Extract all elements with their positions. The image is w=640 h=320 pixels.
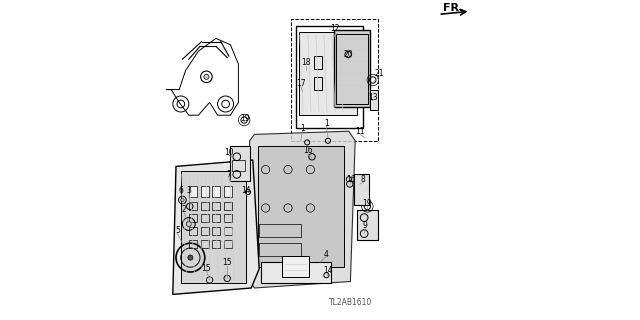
Bar [225, 227, 232, 235]
Bar [181, 171, 246, 283]
Circle shape [186, 221, 191, 227]
Text: 16: 16 [346, 175, 356, 184]
Text: 17: 17 [296, 79, 306, 88]
Bar [189, 227, 197, 235]
Text: 3: 3 [186, 186, 191, 195]
Bar [201, 202, 209, 210]
Bar [296, 26, 364, 128]
Bar [357, 210, 378, 240]
Bar [212, 202, 220, 210]
Bar [314, 77, 322, 90]
Text: 5: 5 [175, 226, 180, 235]
Text: 7: 7 [227, 170, 231, 179]
Text: 13: 13 [368, 93, 378, 102]
Text: 19: 19 [240, 114, 250, 123]
Bar [261, 262, 332, 283]
Text: 6: 6 [179, 186, 183, 195]
Bar [225, 240, 232, 248]
Text: 19: 19 [362, 199, 372, 208]
Circle shape [188, 255, 193, 260]
Bar [291, 19, 378, 141]
Bar [212, 214, 220, 222]
Text: 21: 21 [374, 69, 384, 78]
Bar [201, 240, 209, 248]
Bar [225, 202, 232, 210]
Text: 16: 16 [303, 146, 313, 155]
Text: 1: 1 [300, 124, 305, 132]
Text: 10: 10 [224, 148, 234, 156]
Bar [282, 256, 309, 277]
Bar [201, 227, 209, 235]
Circle shape [204, 74, 209, 79]
Bar [259, 243, 301, 256]
Bar [189, 214, 197, 222]
Text: 11: 11 [355, 127, 365, 136]
Bar [314, 56, 322, 69]
Bar [212, 186, 220, 197]
Polygon shape [173, 160, 259, 294]
Bar [189, 240, 197, 248]
Polygon shape [248, 131, 355, 288]
Text: 14: 14 [241, 186, 251, 195]
Bar [334, 30, 370, 107]
Bar [189, 186, 197, 197]
Text: 8: 8 [361, 175, 365, 184]
Text: 12: 12 [331, 24, 340, 33]
Text: 14: 14 [323, 266, 333, 275]
Bar [201, 186, 209, 197]
Bar [201, 214, 209, 222]
Bar [189, 202, 197, 210]
Bar [355, 174, 369, 205]
Bar [258, 146, 344, 267]
Text: FR.: FR. [442, 3, 463, 13]
Bar [259, 224, 301, 237]
Text: 20: 20 [343, 50, 353, 59]
Bar [370, 90, 378, 110]
Bar [225, 214, 232, 222]
Bar [336, 34, 368, 104]
Text: 2: 2 [182, 205, 186, 214]
Text: 15: 15 [222, 258, 232, 267]
Bar [300, 32, 357, 115]
Text: 15: 15 [202, 264, 211, 273]
Text: 4: 4 [324, 250, 329, 259]
Circle shape [181, 198, 184, 202]
Bar [232, 160, 245, 171]
Bar [230, 146, 250, 181]
Text: 9: 9 [362, 221, 367, 230]
Bar [212, 240, 220, 248]
Text: TL2AB1610: TL2AB1610 [329, 298, 372, 307]
Bar [212, 227, 220, 235]
Text: 18: 18 [301, 58, 310, 67]
Bar [225, 186, 232, 197]
Text: 1: 1 [324, 119, 329, 128]
